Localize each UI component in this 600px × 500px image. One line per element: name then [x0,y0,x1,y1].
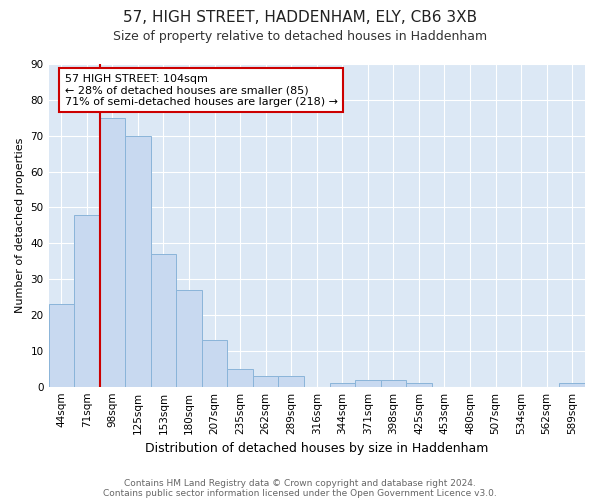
Bar [151,254,176,386]
X-axis label: Distribution of detached houses by size in Haddenham: Distribution of detached houses by size … [145,442,488,455]
Bar [125,136,151,386]
Bar [176,290,202,386]
Bar [406,383,432,386]
Bar [253,376,278,386]
Bar [202,340,227,386]
Bar [329,383,355,386]
Text: Contains HM Land Registry data © Crown copyright and database right 2024.: Contains HM Land Registry data © Crown c… [124,478,476,488]
Bar [227,369,253,386]
Bar [49,304,74,386]
Text: Contains public sector information licensed under the Open Government Licence v3: Contains public sector information licen… [103,488,497,498]
Bar [74,214,100,386]
Text: Size of property relative to detached houses in Haddenham: Size of property relative to detached ho… [113,30,487,43]
Y-axis label: Number of detached properties: Number of detached properties [15,138,25,313]
Bar [278,376,304,386]
Text: 57 HIGH STREET: 104sqm
← 28% of detached houses are smaller (85)
71% of semi-det: 57 HIGH STREET: 104sqm ← 28% of detached… [65,74,338,107]
Bar [559,383,585,386]
Bar [355,380,380,386]
Bar [380,380,406,386]
Bar [100,118,125,386]
Text: 57, HIGH STREET, HADDENHAM, ELY, CB6 3XB: 57, HIGH STREET, HADDENHAM, ELY, CB6 3XB [123,10,477,25]
